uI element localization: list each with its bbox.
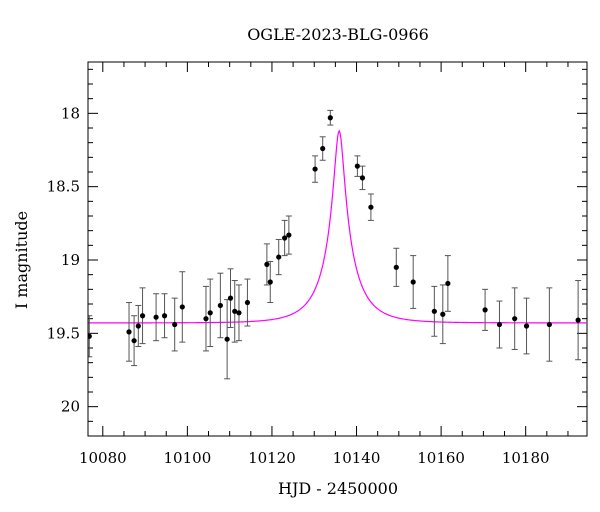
data-point xyxy=(393,247,400,287)
data-marker xyxy=(440,311,446,317)
data-point xyxy=(171,297,178,352)
data-point xyxy=(207,278,214,348)
y-axis: 18 18.5 19 19.5 20 xyxy=(47,68,587,437)
data-point xyxy=(131,315,138,367)
data-marker xyxy=(354,163,360,169)
data-point xyxy=(88,315,93,358)
data-point xyxy=(224,299,231,380)
data-marker xyxy=(359,175,366,181)
y-tick-label: 18 xyxy=(61,104,80,122)
y-tick-label: 18.5 xyxy=(47,178,80,196)
data-marker xyxy=(126,329,132,335)
data-point xyxy=(482,288,489,331)
data-point xyxy=(161,293,168,339)
data-point xyxy=(126,302,133,362)
data-point xyxy=(231,280,238,343)
plot-frame xyxy=(87,61,588,437)
data-point xyxy=(217,272,224,339)
data-marker xyxy=(410,279,416,285)
data-marker xyxy=(227,295,234,301)
data-point xyxy=(327,109,334,126)
data-point xyxy=(410,255,417,309)
data-marker xyxy=(236,310,242,316)
data-marker xyxy=(161,313,168,319)
data-marker xyxy=(135,323,141,329)
data-point xyxy=(354,155,361,177)
x-tick-label: 10140 xyxy=(333,449,381,467)
x-axis: 10080 10100 10120 10140 10160 10180 xyxy=(79,62,569,467)
data-marker xyxy=(207,310,213,316)
data-point xyxy=(135,304,142,348)
data-marker xyxy=(88,333,92,339)
y-tick-label: 19.5 xyxy=(47,324,80,342)
data-point xyxy=(511,287,518,350)
data-point xyxy=(285,215,292,255)
data-marker xyxy=(312,166,318,172)
x-tick-label: 10180 xyxy=(502,449,550,467)
x-axis-label: HJD - 2450000 xyxy=(278,479,398,498)
data-marker xyxy=(153,314,159,320)
y-axis-label: I magnitude xyxy=(12,211,31,309)
data-point xyxy=(319,136,326,161)
chart-title: OGLE-2023-BLG-0966 xyxy=(247,25,429,44)
x-tick-label: 10120 xyxy=(248,449,296,467)
data-marker xyxy=(431,308,437,314)
data-marker xyxy=(320,145,326,152)
data-point xyxy=(523,297,530,355)
data-marker xyxy=(368,204,374,210)
data-marker xyxy=(286,232,292,238)
data-marker xyxy=(546,321,552,328)
y-tick-label: 20 xyxy=(61,398,80,416)
data-point xyxy=(496,300,503,349)
model-curve xyxy=(88,129,587,324)
data-point xyxy=(359,165,366,191)
data-marker xyxy=(276,254,282,260)
data-point xyxy=(431,285,438,337)
data-marker xyxy=(224,336,230,342)
data-marker xyxy=(393,264,399,270)
x-tick-label: 10100 xyxy=(164,449,212,467)
data-point xyxy=(244,278,251,327)
data-point xyxy=(367,193,374,221)
data-point xyxy=(153,293,160,342)
data-marker xyxy=(131,338,137,344)
data-marker xyxy=(203,316,209,322)
data-marker xyxy=(575,317,581,323)
data-marker xyxy=(139,313,146,319)
data-marker xyxy=(179,304,185,310)
data-point xyxy=(546,287,553,362)
data-point xyxy=(263,243,270,286)
data-marker xyxy=(172,321,178,328)
data-marker xyxy=(482,307,488,313)
data-marker xyxy=(244,299,251,306)
x-tick-label: 10160 xyxy=(417,449,465,467)
data-point xyxy=(267,260,274,304)
data-marker xyxy=(282,235,288,241)
data-marker xyxy=(264,261,270,267)
data-marker xyxy=(496,321,503,328)
data-point xyxy=(227,268,234,328)
data-marker xyxy=(267,279,273,285)
data-marker xyxy=(217,302,223,309)
data-point xyxy=(444,255,451,312)
data-point xyxy=(439,284,446,345)
data-marker xyxy=(445,280,451,287)
data-point xyxy=(179,271,186,343)
data-point xyxy=(139,287,146,345)
data-point xyxy=(281,219,288,257)
data-marker xyxy=(512,316,518,322)
data-marker xyxy=(327,115,333,121)
data-point xyxy=(312,155,319,183)
data-marker xyxy=(523,323,530,329)
data-point xyxy=(275,238,282,276)
data-point xyxy=(575,280,582,361)
y-tick-label: 19 xyxy=(61,251,80,269)
data-marker xyxy=(232,308,238,314)
data-point xyxy=(235,284,242,342)
data-point xyxy=(202,285,209,352)
x-tick-label: 10080 xyxy=(79,449,127,467)
